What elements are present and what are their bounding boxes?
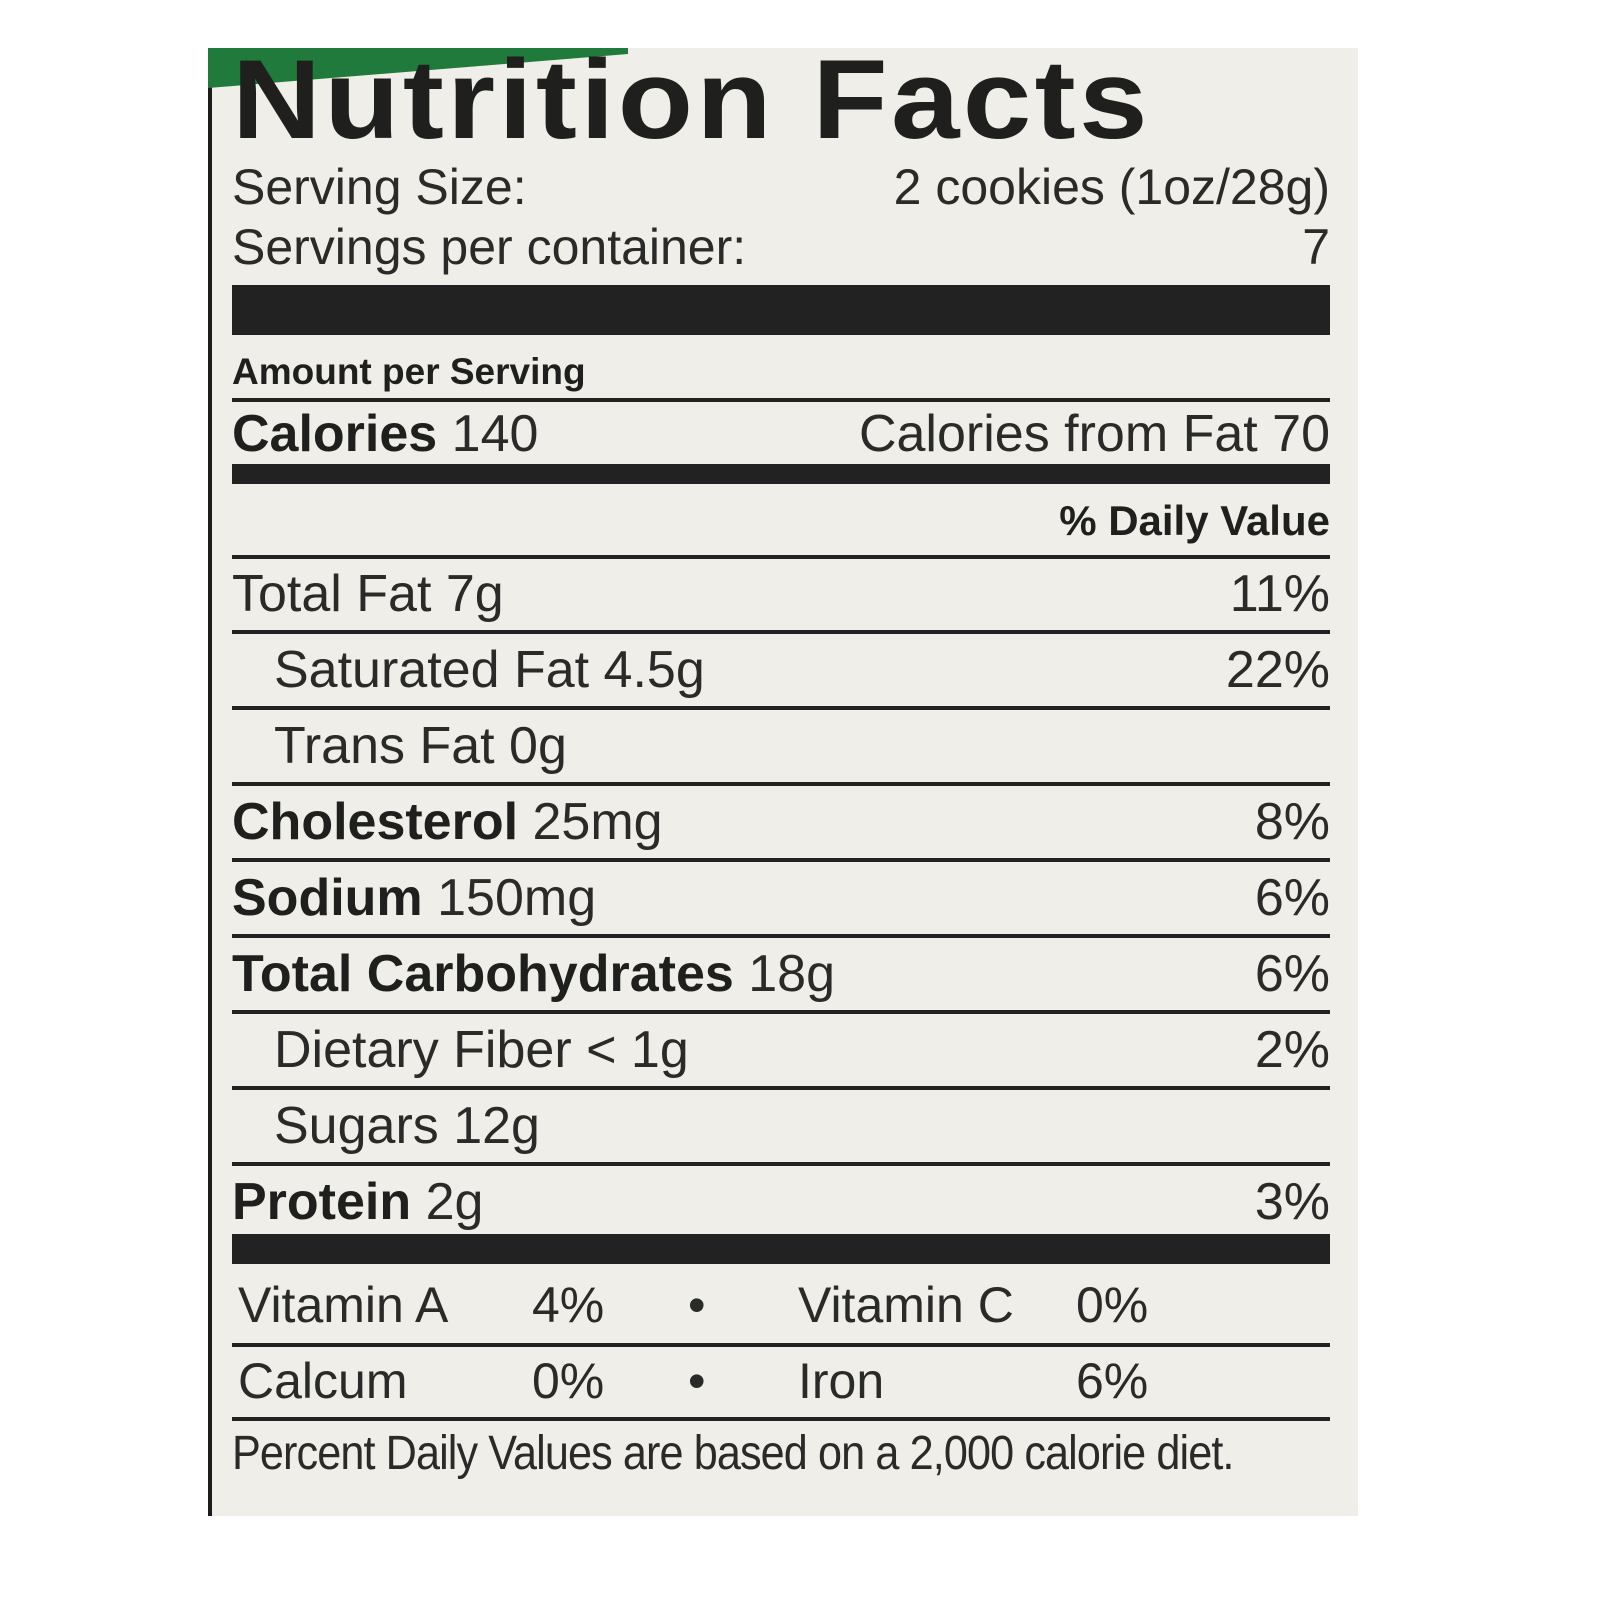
nutrient-amount: 18g xyxy=(748,945,836,1003)
serving-size-label: Serving Size: xyxy=(232,159,527,215)
divider xyxy=(232,630,1330,634)
serving-size-value: 2 cookies (1oz/28g) xyxy=(893,159,1330,215)
divider-thick xyxy=(232,285,1330,335)
nutrient-amount: 12g xyxy=(453,1097,540,1155)
nutrient-label: Cholesterol xyxy=(232,793,519,851)
nutrient-amount: 2g xyxy=(425,1173,484,1231)
calories-from-fat: Calories from Fat 70 xyxy=(858,405,1330,463)
footnote: Percent Daily Values are based on a 2,00… xyxy=(232,1427,1234,1480)
iron-value: 6% xyxy=(1076,1353,1149,1409)
divider xyxy=(232,555,1330,559)
serving-size-row: Serving Size: 2 cookies (1oz/28g) xyxy=(232,160,1330,215)
nutrient-daily-value: 8% xyxy=(1254,793,1330,851)
nutrient-label: Trans Fat xyxy=(274,717,495,775)
amount-per-serving-row: Amount per Serving xyxy=(232,351,1330,393)
vitamin-c-value: 0% xyxy=(1076,1277,1149,1333)
divider xyxy=(232,1010,1330,1014)
nutrient-amount: 7g xyxy=(445,565,504,623)
vitamin-a-label: Vitamin A xyxy=(238,1277,449,1333)
calories-row: Calories 140 Calories from Fat 70 xyxy=(232,405,1330,463)
nutrient-amount: < 1g xyxy=(586,1021,689,1079)
nutrient-row: Trans Fat 0g xyxy=(232,717,1330,775)
nutrient-row: Saturated Fat 4.5g 22% xyxy=(232,641,1330,699)
nutrient-daily-value: 6% xyxy=(1254,945,1330,1003)
divider xyxy=(232,858,1330,862)
nutrient-daily-value: 22% xyxy=(1225,641,1330,699)
servings-per-container-row: Servings per container: 7 xyxy=(232,220,1330,275)
nutrient-amount: 4.5g xyxy=(603,641,705,699)
nutrient-row: Total Fat 7g 11% xyxy=(232,565,1330,623)
vitamin-a-value: 4% xyxy=(532,1277,605,1333)
nutrient-daily-value: 6% xyxy=(1254,869,1330,927)
divider-medium xyxy=(232,464,1330,484)
nutrient-row: Sodium 150mg 6% xyxy=(232,869,1330,927)
divider xyxy=(232,706,1330,710)
nutrient-daily-value: 2% xyxy=(1254,1021,1330,1079)
nutrient-row: Cholesterol 25mg 8% xyxy=(232,793,1330,851)
nutrient-row: Sugars 12g xyxy=(232,1097,1330,1155)
nutrient-daily-value: 11% xyxy=(1229,565,1330,623)
divider xyxy=(232,1162,1330,1166)
nutrient-amount: 150mg xyxy=(437,869,597,927)
bullet-separator: • xyxy=(688,1353,706,1409)
nutrient-row: Protein 2g 3% xyxy=(232,1173,1330,1231)
daily-value-header-row: % Daily Value xyxy=(232,497,1330,544)
iron-label: Iron xyxy=(798,1353,885,1409)
divider xyxy=(232,1086,1330,1090)
nutrient-label: Total Fat xyxy=(232,565,432,623)
calcium-value: 0% xyxy=(532,1353,605,1409)
divider xyxy=(232,782,1330,786)
nutrient-label: Sodium xyxy=(232,869,423,927)
nutrient-amount: 0g xyxy=(509,717,567,775)
calories-value: 140 xyxy=(451,405,539,463)
nutrient-amount: 25mg xyxy=(532,793,663,851)
divider xyxy=(232,398,1330,402)
divider xyxy=(232,1417,1330,1421)
nutrient-label: Dietary Fiber xyxy=(274,1021,572,1079)
label-title: Nutrition Facts xyxy=(232,37,1151,162)
calcium-label: Calcum xyxy=(238,1353,408,1409)
amount-per-serving: Amount per Serving xyxy=(232,351,586,392)
divider xyxy=(232,934,1330,938)
calories-label: Calories xyxy=(232,405,438,463)
footnote-row: Percent Daily Values are based on a 2,00… xyxy=(232,1427,1234,1481)
divider xyxy=(232,1343,1330,1347)
servings-label: Servings per container: xyxy=(232,219,747,275)
nutrient-daily-value: 3% xyxy=(1254,1173,1330,1231)
vitamin-c-label: Vitamin C xyxy=(798,1277,1014,1333)
nutrient-label: Sugars xyxy=(274,1097,439,1155)
nutrient-label: Protein xyxy=(232,1173,412,1231)
nutrient-label: Saturated Fat xyxy=(274,641,590,699)
daily-value-header: % Daily Value xyxy=(1059,497,1330,544)
divider-thick xyxy=(232,1234,1330,1264)
nutrient-row: Total Carbohydrates 18g 6% xyxy=(232,945,1330,1003)
servings-value: 7 xyxy=(1302,219,1330,275)
nutrient-row: Dietary Fiber < 1g 2% xyxy=(232,1021,1330,1079)
nutrient-label: Total Carbohydrates xyxy=(232,945,734,1003)
bullet-separator: • xyxy=(688,1277,706,1333)
